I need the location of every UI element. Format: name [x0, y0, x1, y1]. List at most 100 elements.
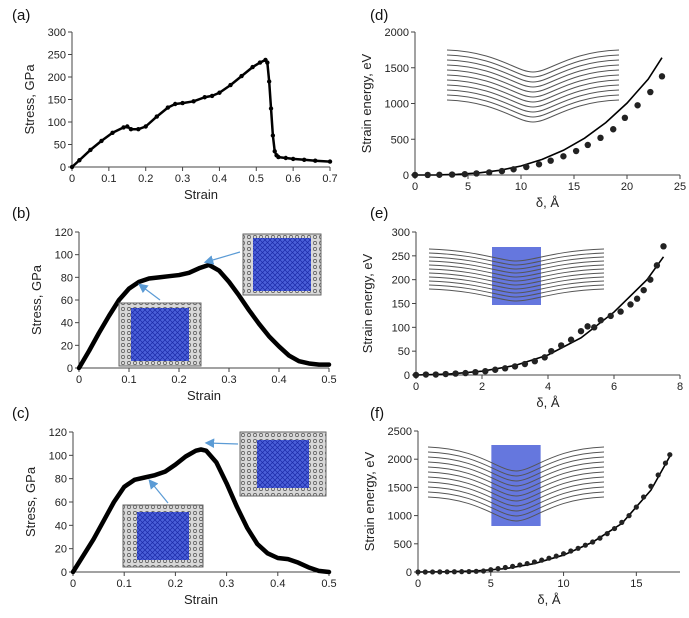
panel-label: (d)	[370, 7, 388, 24]
x-axis-title: Strain	[187, 388, 221, 403]
data-point	[548, 347, 555, 355]
data-point	[77, 158, 82, 163]
y-tick-label: 500	[394, 539, 412, 551]
y-tick-label: 1500	[385, 63, 409, 75]
x-tick-label: 0.5	[321, 578, 336, 590]
data-point	[567, 336, 575, 343]
x-tick-label: 0	[76, 374, 82, 386]
y-tick-label: 300	[392, 227, 410, 239]
y-axis-title: Strain energy, eV	[359, 53, 374, 153]
layer-line	[428, 256, 605, 270]
x-tick-label: 0.7	[322, 173, 337, 185]
data-point	[492, 366, 499, 373]
data-point	[265, 60, 270, 65]
data-point	[268, 106, 274, 111]
y-tick-label: 0	[60, 162, 66, 174]
x-tick-label: 0.3	[219, 578, 234, 590]
y-tick-label: 150	[48, 95, 66, 107]
layer-line	[428, 276, 605, 290]
inset-e-layers	[428, 247, 605, 305]
data-point	[444, 569, 450, 575]
data-point	[128, 127, 134, 132]
y-tick-label: 80	[61, 272, 73, 284]
layer-line	[446, 54, 620, 78]
data-point	[69, 164, 75, 170]
data-point	[209, 93, 215, 99]
layer-line	[446, 69, 620, 93]
data-point	[648, 483, 654, 489]
data-point	[584, 323, 591, 330]
y-tick-label: 50	[398, 346, 410, 358]
fit-line	[414, 57, 663, 176]
x-tick-label: 0	[70, 578, 76, 590]
chart-panel-2: 0 0.1 0.2 0.3 0.4 0.5 0 20 40 60 80 100 120 Strain Str…	[12, 405, 337, 607]
y-tick-label: 200	[48, 72, 66, 84]
data-point	[655, 472, 661, 478]
data-point	[626, 513, 632, 519]
compressed-region	[492, 247, 541, 305]
chart-panel-1: 0 0.1 0.2 0.3 0.4 0.5 0 20 40 60 80 100 120 Strain Str…	[12, 205, 337, 403]
data-point	[302, 157, 307, 162]
y-tick-label: 50	[54, 140, 66, 152]
fit-line	[415, 256, 665, 376]
y-tick-label: 120	[55, 227, 73, 239]
data-point	[154, 114, 159, 119]
x-tick-label: 0.6	[285, 173, 300, 185]
layer-line	[427, 496, 605, 522]
data-point	[239, 73, 244, 79]
inset-f-layers	[427, 445, 605, 526]
y-tick-label: 150	[392, 299, 410, 311]
data-point	[575, 545, 581, 551]
data-point	[257, 60, 263, 65]
data-point	[501, 365, 509, 372]
data-point	[641, 494, 647, 500]
layer-line	[427, 486, 605, 512]
data-point	[228, 82, 233, 88]
data-point	[432, 371, 439, 378]
data-point	[660, 243, 667, 250]
data-point	[619, 519, 625, 525]
y-tick-label: 2000	[385, 27, 409, 39]
data-point	[451, 569, 457, 575]
x-axis-title: δ, Å	[537, 592, 560, 607]
data-point	[422, 371, 430, 378]
layer-line	[446, 84, 620, 108]
data-point	[480, 568, 487, 574]
y-tick-label: 60	[61, 295, 73, 307]
x-tick-label: 4	[545, 381, 551, 393]
data-point	[647, 88, 654, 96]
data-point	[283, 155, 288, 161]
data-point	[143, 124, 148, 129]
layer-line	[446, 59, 620, 83]
data-point	[582, 542, 588, 548]
layer-line	[446, 79, 620, 103]
data-point	[611, 525, 618, 532]
x-tick-label: 0	[412, 181, 418, 193]
data-point	[607, 312, 614, 320]
x-tick-label: 0.4	[270, 578, 285, 590]
data-point	[621, 114, 629, 122]
x-tick-label: 5	[465, 181, 471, 193]
y-axis-title: Stress, GPa	[29, 264, 44, 335]
y-axis-title: Strain energy, eV	[362, 451, 377, 551]
layer-line	[428, 280, 605, 294]
x-tick-label: 25	[674, 181, 686, 193]
y-tick-label: 200	[392, 275, 410, 287]
data-point	[658, 73, 666, 80]
data-point	[473, 568, 479, 574]
x-tick-label: 0.1	[121, 374, 136, 386]
inset-c-large	[239, 431, 327, 497]
data-point	[560, 551, 567, 557]
data-point	[667, 452, 673, 458]
layer-line	[446, 64, 620, 88]
data-point	[653, 262, 661, 269]
y-tick-label: 80	[55, 474, 67, 486]
panel-label: (f)	[370, 405, 384, 422]
data-point	[125, 124, 130, 129]
data-point	[88, 147, 93, 153]
data-point	[553, 553, 559, 559]
data-point	[437, 569, 443, 575]
layer-line	[428, 260, 605, 274]
data-point	[523, 163, 530, 171]
